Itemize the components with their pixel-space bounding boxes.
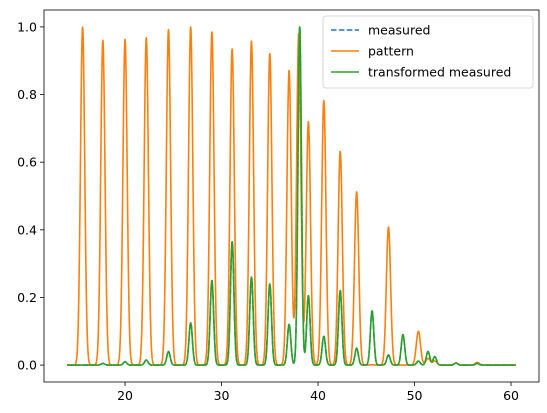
y-axis: 0.0 0.2 0.4 0.6 0.8 1.0 — [17, 19, 44, 373]
legend-label: measured — [368, 23, 430, 38]
legend: measured pattern transformed measured — [322, 15, 534, 89]
series-line-transformed-measured — [66, 26, 517, 366]
y-tick-label: 0.0 — [17, 358, 37, 373]
plot-frame — [43, 9, 540, 383]
y-tick-label: 0.2 — [17, 290, 37, 305]
x-tick-label: 40 — [310, 388, 326, 403]
plot-area — [66, 26, 517, 366]
x-tick-label: 20 — [117, 388, 133, 403]
y-tick-label: 0.8 — [17, 87, 37, 102]
y-tick-label: 1.0 — [17, 19, 37, 34]
legend-label: transformed measured — [368, 65, 511, 80]
x-tick-label: 60 — [503, 388, 519, 403]
y-tick-label: 0.6 — [17, 155, 37, 170]
y-tick-label: 0.4 — [17, 222, 37, 237]
legend-label: pattern — [368, 44, 414, 59]
x-axis: 20 30 40 50 60 — [117, 382, 519, 403]
legend-box — [322, 15, 534, 89]
x-tick-label: 30 — [214, 388, 230, 403]
x-tick-label: 50 — [407, 388, 423, 403]
